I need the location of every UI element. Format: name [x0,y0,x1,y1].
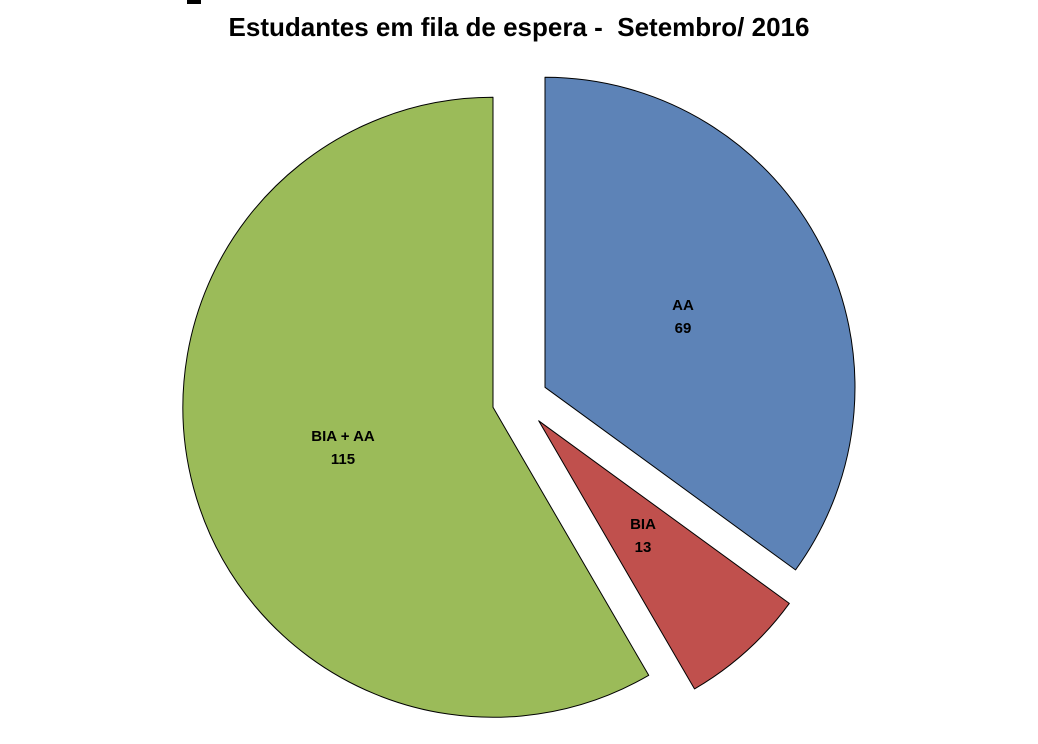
pie-slice-aa [544,76,856,571]
pie-slice-bia [538,420,790,690]
pie-slice-bia-aa [182,96,650,718]
top-edge-artifact [187,0,201,4]
chart-title: Estudantes em fila de espera - Setembro/… [228,12,810,42]
